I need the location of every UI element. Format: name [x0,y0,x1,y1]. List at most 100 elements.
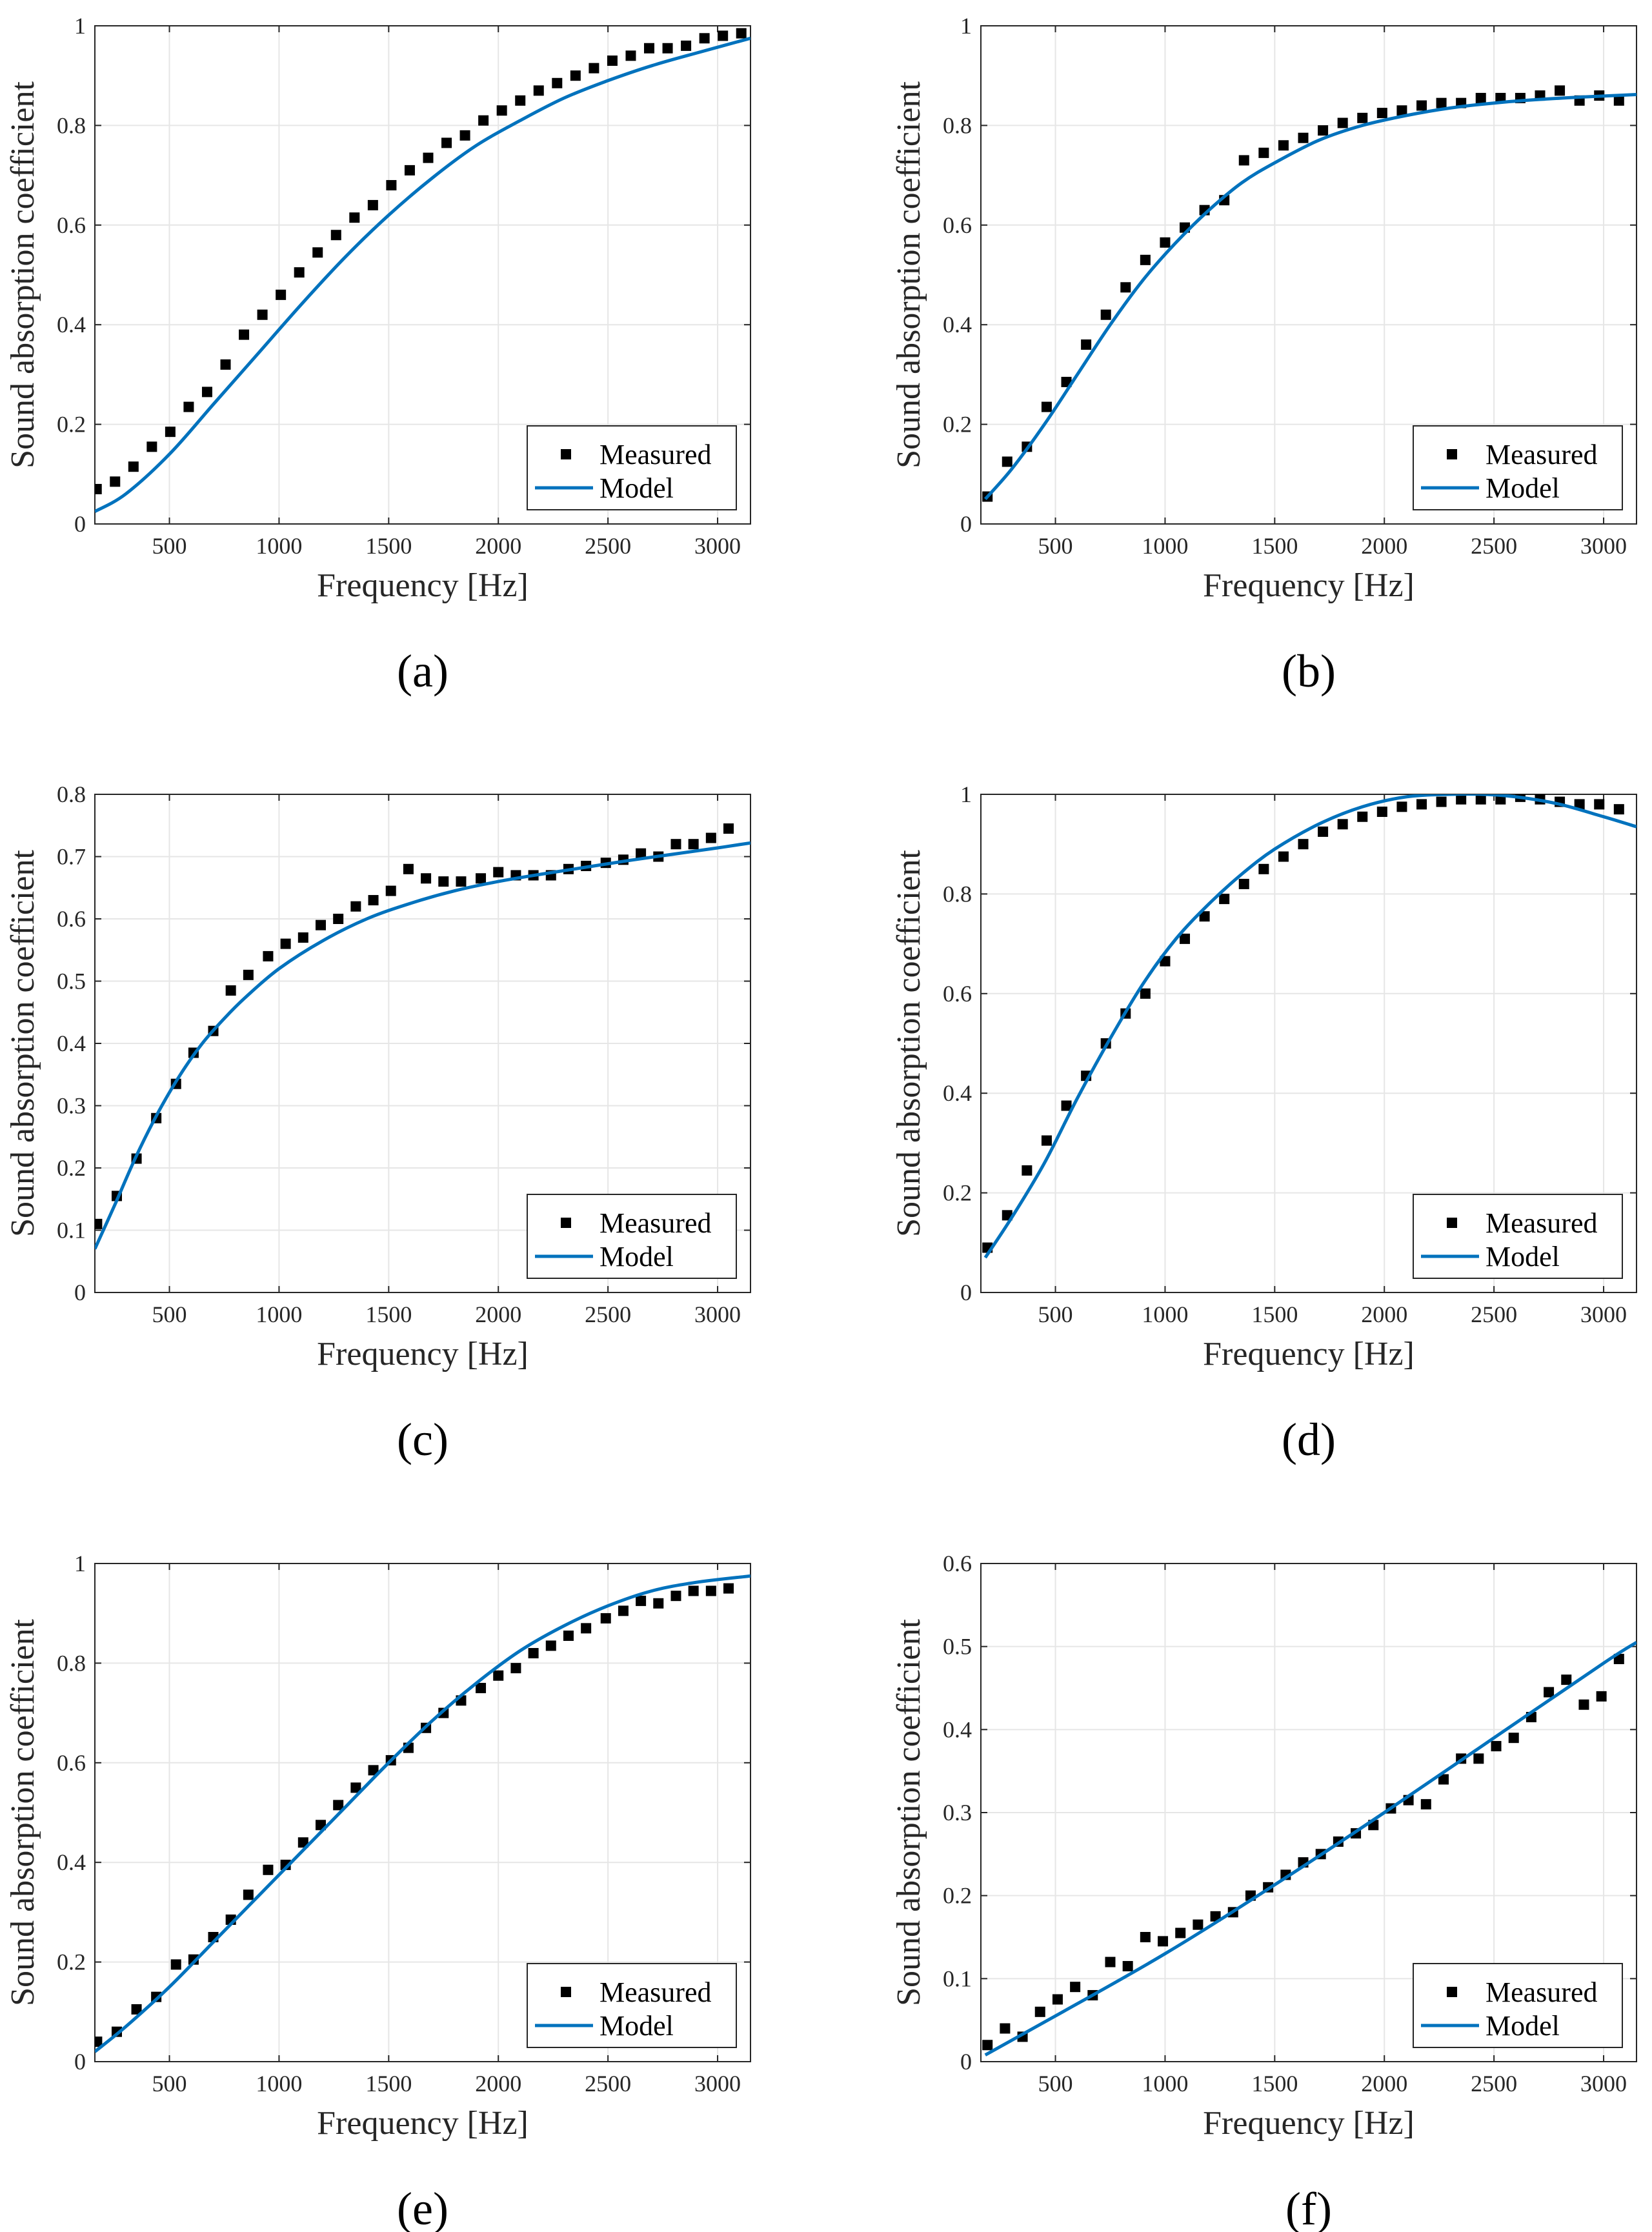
panel-label: (b) [1282,645,1336,697]
legend-box [1413,425,1623,510]
y-tick-label: 1 [74,1551,86,1576]
model-line [983,794,1637,1259]
model-line [95,841,750,1250]
axes-box [94,25,751,525]
axes-box [980,25,1637,525]
x-tick-label: 2000 [475,2071,521,2096]
measured-point [476,873,487,884]
measured-point [1613,804,1624,815]
legend-label-measured: Measured [1486,439,1598,470]
measured-point [1376,807,1387,818]
y-tick-label: 0.4 [57,312,86,337]
measured-point [1022,1165,1032,1176]
legend-marker-measured [561,1987,571,1997]
x-axis-label: Frequency [Hz] [317,1336,529,1372]
measured-point [128,461,139,472]
panel-label: (c) [397,1414,448,1465]
x-tick-label: 1000 [256,533,302,559]
y-tick-label: 0.4 [57,1031,86,1056]
measured-point [1396,105,1407,116]
measured-point [1061,1100,1072,1111]
y-tick-label: 0.2 [943,1883,972,1909]
x-tick-label: 3000 [1580,533,1627,559]
y-tick-label: 0.4 [57,1849,86,1875]
x-tick-label: 2500 [585,1302,631,1327]
y-tick-label: 0.2 [57,412,86,437]
y-tick-label: 0.5 [943,1634,972,1660]
measured-point [510,1663,521,1674]
measured-point [441,137,452,148]
measured-point [1578,1699,1589,1710]
data-layer [982,85,1637,502]
y-axis-label: Sound absorption coefficient [5,850,41,1237]
measured-point [151,1991,162,2002]
x-axis-label: Frequency [Hz] [1203,2105,1415,2142]
measured-point [220,359,231,370]
legend-box [527,425,737,510]
measured-point [1070,1982,1081,1993]
x-tick-label: 2500 [1471,1302,1517,1327]
measured-point [1574,799,1585,810]
measured-point [404,165,415,176]
measured-point [705,832,716,843]
x-axis-label: Frequency [Hz] [317,567,529,604]
measured-point [1160,237,1171,248]
legend-marker-measured [1447,449,1457,459]
axes-box [94,1563,751,2062]
x-tick-label: 2500 [585,533,631,559]
chart-panel-d: 500 1000 1500 2000 2500 3000 0 0.2 0.4 0.6 0.8 1 Fre… [891,781,1637,1465]
measured-point [423,152,434,163]
x-tick-label: 500 [152,1302,187,1327]
measured-point [723,1583,734,1594]
measured-point [243,969,254,980]
x-tick-label: 1500 [365,1302,412,1327]
measured-point [1140,254,1151,265]
measured-point [493,1670,504,1681]
y-tick-label: 0.2 [943,412,972,437]
y-tick-label: 0.6 [943,981,972,1007]
measured-point [718,30,729,41]
y-tick-label: 0 [960,511,972,537]
y-tick-label: 0.8 [57,112,86,138]
y-tick-label: 1 [74,13,86,39]
measured-point [681,40,692,51]
measured-point [243,1889,254,1900]
measured-point [1420,1799,1431,1810]
measured-point [385,885,396,896]
model-line [983,93,1637,501]
x-tick-label: 2000 [475,1302,521,1327]
x-tick-label: 3000 [1580,2071,1627,2096]
measured-point [1594,799,1605,810]
measured-point [1278,140,1289,151]
measured-point [1034,2006,1045,2017]
y-tick-label: 0.8 [943,881,972,907]
measured-point [315,920,326,930]
y-tick-label: 0.2 [57,1949,86,1975]
legend-label-model: Model [1486,472,1560,504]
legend-marker-measured [1447,1987,1457,1997]
x-tick-label: 500 [1038,2071,1073,2096]
measured-point [528,1647,539,1658]
measured-point [618,1605,629,1616]
measured-point [350,1782,361,1793]
measured-point [533,85,544,96]
panel-label: (d) [1282,1414,1336,1465]
measured-point [1175,1927,1186,1938]
legend-label-model: Model [599,2010,674,2042]
x-tick-label: 2500 [1471,533,1517,559]
measured-point [297,932,308,943]
legend-label-model: Model [1486,1241,1560,1272]
axes-box [980,794,1637,1293]
legend-box [1413,1963,1623,2048]
measured-point [110,476,121,487]
legend-box [1413,1194,1623,1279]
x-tick-label: 2000 [1361,533,1407,559]
legend-box [527,1194,737,1279]
y-tick-label: 0.6 [943,1551,972,1576]
x-tick-label: 1500 [1251,533,1298,559]
y-tick-label: 0 [74,1280,86,1305]
